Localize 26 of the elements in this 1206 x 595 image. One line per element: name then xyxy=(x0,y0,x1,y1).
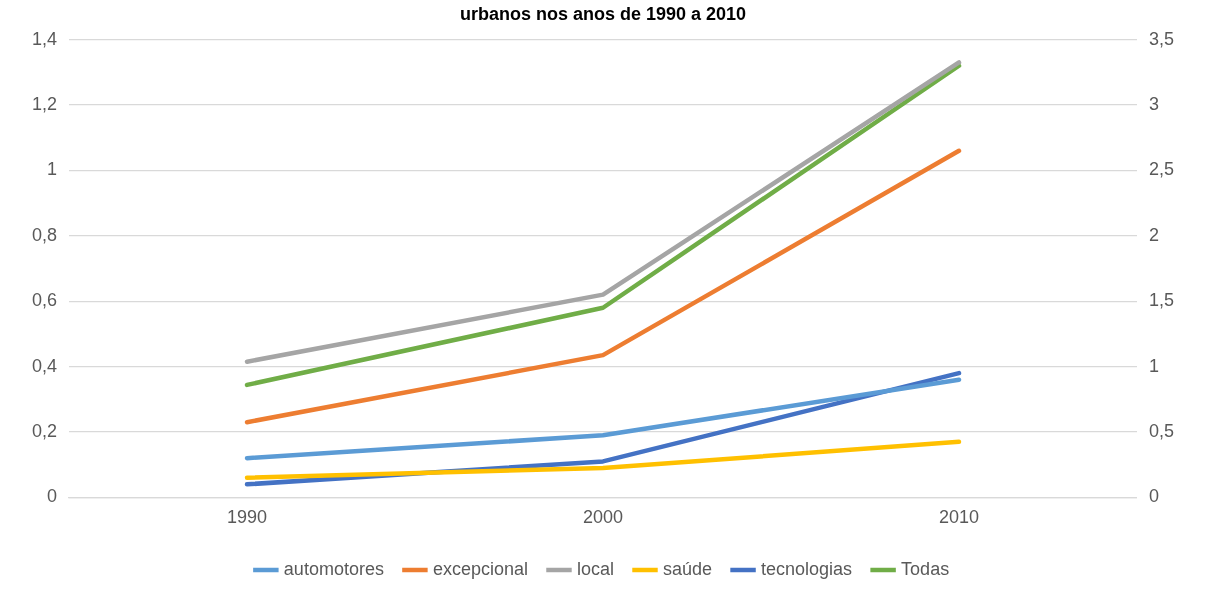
y-tick-label: 0,8 xyxy=(31,224,58,245)
y2-tick-label: 1 xyxy=(1148,355,1159,376)
y2-tick-label: 3 xyxy=(1148,93,1159,114)
x-tick-label: 1990 xyxy=(226,507,268,528)
chart-title: urbanos nos anos de 1990 a 2010 xyxy=(459,3,747,24)
legend-label: local xyxy=(576,558,615,579)
y2-tick-label: 0 xyxy=(1148,486,1159,507)
y-tick-label: 0,6 xyxy=(31,290,58,311)
y2-tick-label: 1,5 xyxy=(1148,290,1175,311)
legend-label: Todas xyxy=(901,558,950,579)
y2-tick-label: 2,5 xyxy=(1148,159,1175,180)
legend-label: automotores xyxy=(283,558,384,579)
legend-label: saúde xyxy=(663,558,713,579)
y2-tick-label: 2 xyxy=(1148,224,1159,245)
y-tick-label: 1 xyxy=(47,159,58,180)
y-tick-label: 1,4 xyxy=(31,28,58,49)
y-tick-label: 0,4 xyxy=(31,355,58,376)
y-tick-label: 1,2 xyxy=(31,93,58,114)
y2-tick-label: 3,5 xyxy=(1148,28,1175,49)
y-tick-label: 0 xyxy=(47,486,58,507)
x-tick-label: 2000 xyxy=(582,507,624,528)
legend-label: excepcional xyxy=(432,558,528,579)
legend-label: tecnologias xyxy=(761,558,853,579)
y-tick-label: 0,2 xyxy=(31,420,58,441)
x-tick-label: 2010 xyxy=(938,507,980,528)
y2-tick-label: 0,5 xyxy=(1148,420,1175,441)
